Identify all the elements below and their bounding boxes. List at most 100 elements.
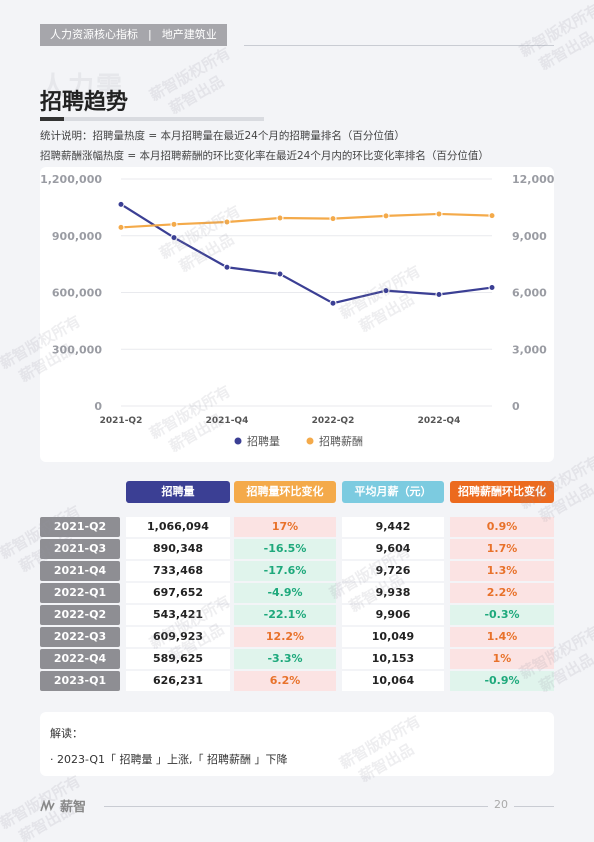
y-right-tick-label: 9,000	[512, 230, 547, 243]
data-point	[276, 214, 284, 222]
volume-change-cell: -4.9%	[234, 583, 336, 603]
header-industry: 地产建筑业	[161, 28, 217, 41]
salary-change-cell: 1.3%	[450, 561, 554, 581]
footer-divider	[104, 806, 554, 807]
data-point	[117, 223, 125, 231]
data-point	[170, 220, 178, 228]
row-period-label: 2022-Q4	[40, 649, 120, 669]
row-period-label: 2022-Q3	[40, 627, 120, 647]
trend-chart: 1,200,000 12,000 900,000 9,000 600,000 6,000 3…	[40, 167, 554, 462]
series-line	[120, 212, 493, 229]
volume-change-cell: -22.1%	[234, 605, 336, 625]
table-header: 招聘薪酬环比变化	[450, 481, 554, 503]
interpretation-card: 解读： · 2023-Q1「 招聘量 」上涨,「 招聘薪酬 」下降	[40, 712, 554, 776]
table-header: 招聘量环比变化	[234, 481, 336, 503]
volume-cell: 609,923	[126, 627, 230, 647]
table-header: 招聘量	[126, 481, 230, 503]
salary-cell: 9,442	[342, 517, 444, 537]
salary-cell: 10,064	[342, 671, 444, 691]
salary-cell: 9,604	[342, 539, 444, 559]
volume-cell: 543,421	[126, 605, 230, 625]
y-right-tick-label: 6,000	[512, 287, 547, 300]
x-tick-label: 2022-Q4	[418, 416, 461, 426]
footer-logo-text: 薪智	[60, 800, 87, 815]
header-tag: 人力资源核心指标 | 地产建筑业	[40, 24, 227, 46]
data-point	[435, 210, 443, 218]
stat-note-volume: 统计说明：招聘量热度 = 本月招聘量在最近24个月的招聘量排名（百分位值）	[40, 130, 405, 142]
interpretation-title: 解读：	[50, 727, 83, 740]
y-right-tick-label: 12,000	[512, 173, 554, 186]
y-left-tick-label: 600,000	[52, 287, 102, 300]
salary-cell: 10,153	[342, 649, 444, 669]
row-period-label: 2022-Q2	[40, 605, 120, 625]
y-right-tick-label: 3,000	[512, 343, 547, 356]
legend-label: 招聘薪酬	[319, 434, 363, 448]
header-separator: |	[148, 28, 152, 41]
salary-cell: 9,726	[342, 561, 444, 581]
row-period-label: 2021-Q2	[40, 517, 120, 537]
legend-marker	[234, 437, 242, 445]
row-period-label: 2021-Q4	[40, 561, 120, 581]
salary-change-cell: 1.4%	[450, 627, 554, 647]
salary-cell: 9,906	[342, 605, 444, 625]
data-point	[223, 218, 231, 226]
title-underline	[40, 117, 64, 121]
salary-cell: 9,938	[342, 583, 444, 603]
volume-cell: 626,231	[126, 671, 230, 691]
x-tick-label: 2021-Q2	[100, 416, 143, 426]
interpretation-text: · 2023-Q1「 招聘量 」上涨,「 招聘薪酬 」下降	[50, 753, 288, 766]
salary-change-cell: 1.7%	[450, 539, 554, 559]
row-period-label: 2023-Q1	[40, 671, 120, 691]
volume-change-cell: 12.2%	[234, 627, 336, 647]
volume-cell: 733,468	[126, 561, 230, 581]
x-tick-label: 2021-Q4	[206, 416, 249, 426]
data-point	[488, 212, 496, 220]
y-left-tick-label: 1,200,000	[40, 173, 102, 186]
data-point	[170, 234, 178, 242]
page-number: 20	[488, 798, 514, 811]
watermark-text: 薪智版权所有 薪智出品	[516, 0, 594, 79]
legend-marker	[306, 437, 314, 445]
volume-change-cell: 6.2%	[234, 671, 336, 691]
volume-change-cell: -17.6%	[234, 561, 336, 581]
salary-cell: 10,049	[342, 627, 444, 647]
logo-mark-icon	[40, 799, 55, 812]
x-tick-label: 2022-Q2	[312, 416, 355, 426]
y-left-tick-label: 900,000	[52, 230, 102, 243]
header-category: 人力资源核心指标	[50, 28, 138, 41]
legend-label: 招聘量	[247, 434, 280, 448]
data-point	[329, 299, 337, 307]
data-point	[329, 215, 337, 223]
page-title: 招聘趋势	[40, 90, 129, 115]
volume-cell: 890,348	[126, 539, 230, 559]
data-point	[488, 284, 496, 292]
series-line	[120, 203, 493, 305]
volume-cell: 1,066,094	[126, 517, 230, 537]
header-divider	[244, 45, 554, 46]
volume-change-cell: -16.5%	[234, 539, 336, 559]
volume-cell: 697,652	[126, 583, 230, 603]
salary-change-cell: 2.2%	[450, 583, 554, 603]
volume-change-cell: 17%	[234, 517, 336, 537]
watermark-text: 薪智版权所有 薪智出品	[146, 44, 234, 123]
volume-change-cell: -3.3%	[234, 649, 336, 669]
y-left-tick-label: 300,000	[52, 343, 102, 356]
data-point	[117, 200, 125, 208]
row-period-label: 2022-Q1	[40, 583, 120, 603]
trend-chart-svg: 1,200,000 12,000 900,000 9,000 600,000 6,000 3…	[40, 173, 554, 448]
salary-change-cell: -0.9%	[450, 671, 554, 691]
salary-change-cell: -0.3%	[450, 605, 554, 625]
y-right-tick-label: 0	[512, 400, 520, 413]
data-point	[223, 263, 231, 271]
salary-change-cell: 1%	[450, 649, 554, 669]
data-point	[276, 270, 284, 278]
y-left-tick-label: 0	[94, 400, 102, 413]
title-underline-track	[64, 117, 264, 121]
footer-logo: 薪智	[40, 796, 86, 815]
table-header: 平均月薪（元）	[342, 481, 444, 503]
row-period-label: 2021-Q3	[40, 539, 120, 559]
background-word: 人力需	[40, 72, 125, 102]
data-point	[382, 212, 390, 220]
salary-change-cell: 0.9%	[450, 517, 554, 537]
data-point	[382, 287, 390, 295]
